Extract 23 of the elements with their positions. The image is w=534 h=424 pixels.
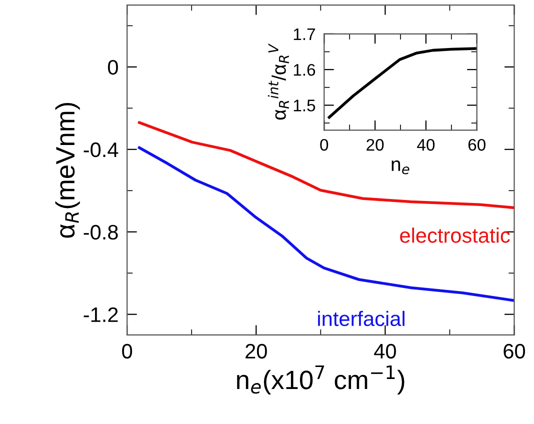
series-label: interfacial: [318, 310, 404, 326]
y-tick-label: 1.5: [294, 100, 316, 112]
x-tick-label: 40: [374, 344, 396, 359]
x-tick-label: 40: [417, 138, 435, 151]
x-tick-label: 0: [320, 138, 328, 151]
x-tick-label: 60: [468, 138, 486, 151]
x-tick-label: 20: [366, 138, 384, 151]
line-series: [328, 47, 477, 119]
y-tick-label: -0.8: [84, 224, 118, 240]
line-series: [138, 121, 514, 210]
x-tick-label: 0: [122, 344, 132, 359]
y-axis-title: α$_{R}$$^{int}$/α$_{R}$$^{V}$: [268, 43, 289, 120]
y-axis-title: α$_{R}$(meVnm): [55, 102, 80, 238]
x-tick-label: 60: [504, 344, 526, 359]
y-tick-label: 1.6: [294, 64, 316, 76]
x-axis-title: n$_{e}$(x10$^{7}$ cm$^{−1}$): [237, 365, 404, 395]
y-tick-label: -0.4: [84, 142, 118, 158]
y-tick-label: 0: [108, 60, 118, 75]
x-tick-label: 20: [246, 344, 267, 359]
x-axis-title: n$_{e}$: [392, 160, 410, 174]
series-label: electrostatic: [400, 228, 510, 243]
y-tick-label: 1.7: [294, 28, 315, 40]
y-tick-label: -1.2: [84, 307, 118, 322]
